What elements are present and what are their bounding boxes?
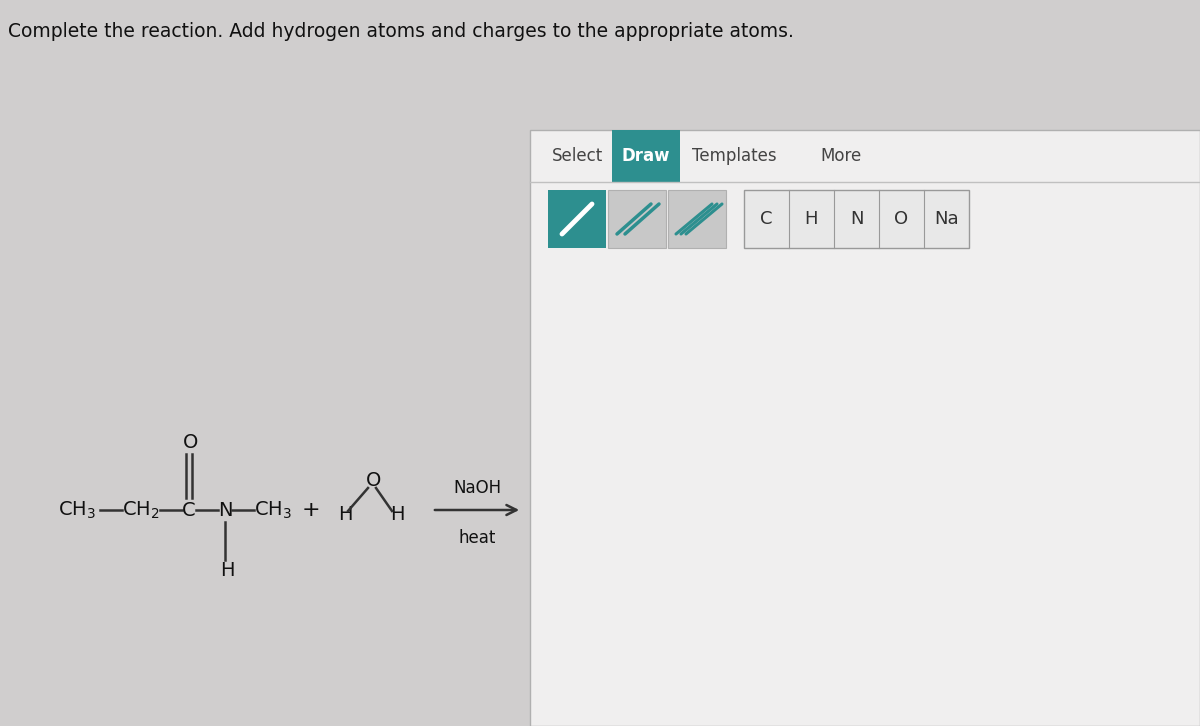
Text: H: H <box>390 505 404 524</box>
Text: NaOH: NaOH <box>452 479 502 497</box>
Text: heat: heat <box>458 529 496 547</box>
Bar <box>668 190 726 248</box>
Text: H: H <box>220 560 234 579</box>
Text: CH$_3$: CH$_3$ <box>254 499 292 521</box>
Bar <box>744 190 970 248</box>
Bar <box>608 190 666 248</box>
Text: Na: Na <box>934 210 959 228</box>
Bar <box>548 190 606 248</box>
Text: C: C <box>761 210 773 228</box>
Bar <box>612 130 680 182</box>
Text: O: O <box>894 210 908 228</box>
Text: C: C <box>182 500 196 520</box>
Text: H: H <box>338 505 353 524</box>
Text: CH$_2$: CH$_2$ <box>122 499 160 521</box>
Text: N: N <box>850 210 863 228</box>
Text: CH$_3$: CH$_3$ <box>58 499 96 521</box>
Text: N: N <box>218 500 233 520</box>
Text: +: + <box>302 500 320 520</box>
Text: Templates: Templates <box>692 147 776 165</box>
Text: O: O <box>366 470 382 489</box>
Text: Draw: Draw <box>622 147 671 165</box>
Bar <box>530 130 1200 726</box>
Text: Select: Select <box>552 147 604 165</box>
Text: H: H <box>805 210 818 228</box>
Text: O: O <box>182 433 198 452</box>
Text: More: More <box>820 147 862 165</box>
Text: Complete the reaction. Add hydrogen atoms and charges to the appropriate atoms.: Complete the reaction. Add hydrogen atom… <box>8 22 794 41</box>
